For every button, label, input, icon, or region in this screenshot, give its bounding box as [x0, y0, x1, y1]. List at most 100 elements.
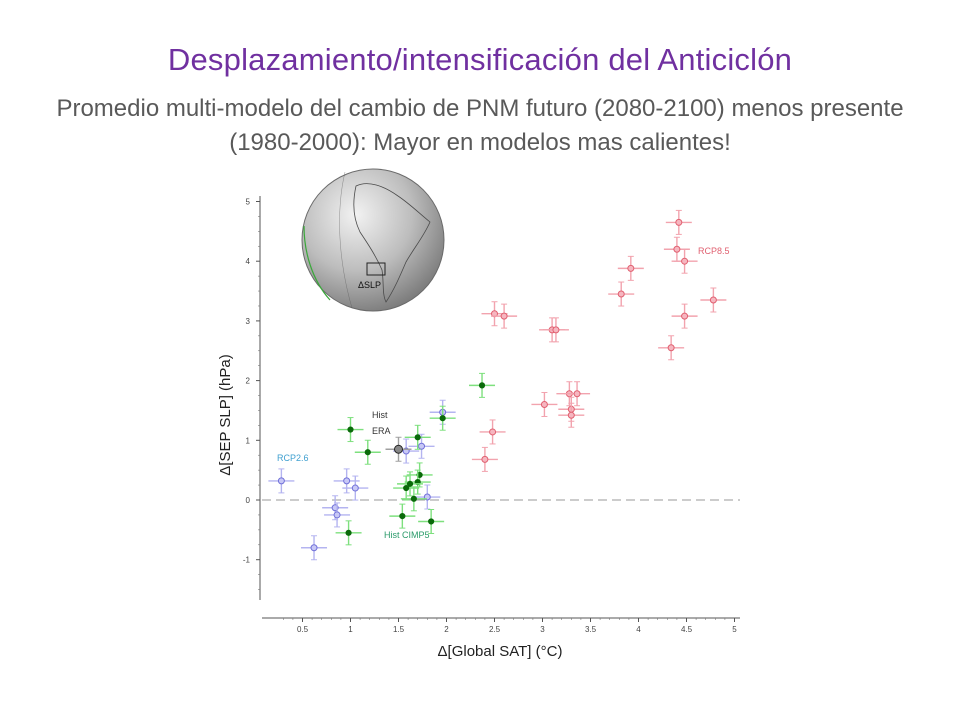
annotation-rcp26: RCP2.6 [277, 453, 309, 463]
slp-region-box [366, 262, 386, 276]
x-tick-label: 5 [732, 625, 737, 634]
x-axis-label: Δ[Global SAT] (°C) [438, 643, 563, 660]
point-marker [673, 245, 681, 253]
x-tick-label: 0.5 [297, 625, 309, 634]
y-axis: -1 0 1 2 3 4 5 [243, 196, 261, 600]
point-marker [343, 477, 351, 485]
slp-box-label: ΔSLP [358, 280, 381, 290]
point-marker [414, 434, 421, 441]
point-marker [540, 400, 548, 408]
coastline-west [303, 225, 331, 301]
point-hist-cimp5 [354, 439, 381, 465]
point-hist-cimp5 [404, 469, 431, 495]
point-marker [410, 495, 417, 502]
annotation-era: ERA [372, 426, 391, 436]
point-rcp8-5 [671, 303, 698, 329]
data-points [268, 209, 727, 561]
point-rcp8-5 [471, 446, 498, 472]
point-hist-cimp5 [393, 475, 420, 501]
point-marker [351, 484, 359, 492]
point-rcp8-5 [658, 335, 685, 361]
point-rcp8-5 [558, 402, 585, 428]
slide-subtitle: Promedio multi-modelo del cambio de PNM … [56, 95, 904, 156]
point-marker [394, 444, 403, 454]
point-hist-cimp5 [335, 520, 362, 546]
point-rcp2-6 [268, 468, 295, 494]
point-rcp8-5 [564, 381, 591, 407]
point-marker [399, 513, 406, 520]
point-rcp8-5 [481, 301, 508, 327]
point-rcp8-5 [700, 287, 727, 313]
point-marker [675, 218, 683, 226]
point-rcp8-5 [665, 209, 692, 235]
point-hist-cimp5 [469, 372, 496, 398]
point-marker [478, 382, 486, 389]
y-tick-label: 3 [246, 317, 251, 326]
point-hist-cimp5 [418, 508, 445, 534]
globe-sphere [301, 168, 445, 312]
y-tick-label: 0 [246, 496, 251, 505]
point-marker [347, 426, 354, 433]
y-tick-label: -1 [243, 556, 251, 565]
point-marker [489, 428, 497, 436]
point-marker [418, 442, 426, 450]
x-tick-label: 1 [348, 625, 353, 634]
point-marker [617, 290, 625, 298]
point-rcp8-5 [617, 255, 644, 281]
x-tick-label: 3.5 [585, 625, 597, 634]
point-marker [439, 415, 446, 422]
globe-meridian [339, 171, 353, 309]
point-hist-cimp5 [400, 486, 427, 512]
point-hist-cimp5 [389, 503, 416, 529]
point-marker [481, 455, 489, 463]
point-rcp8-5 [608, 281, 635, 307]
point-marker [345, 529, 352, 536]
point-marker [406, 480, 414, 487]
point-rcp8-5 [491, 303, 518, 329]
point-hist-cimp5 [429, 405, 456, 431]
annotation-rcp85: RCP8.5 [698, 246, 730, 256]
point-marker [428, 518, 435, 525]
point-hist-cimp5 [404, 424, 431, 450]
point-marker [709, 296, 717, 304]
y-tick-label: 5 [246, 198, 251, 207]
point-marker [310, 544, 318, 552]
y-tick-label: 2 [246, 377, 251, 386]
point-marker [681, 257, 689, 265]
globe-inset: ΔSLP [301, 168, 445, 312]
y-tick-label: 1 [246, 436, 251, 445]
x-tick-label: 2.5 [489, 625, 501, 634]
slide-title: Desplazamiento/intensificación del Antic… [167, 42, 793, 77]
point-marker [667, 344, 675, 352]
x-tick-label: 3 [540, 625, 545, 634]
x-tick-label: 2 [444, 625, 449, 634]
point-rcp2-6 [342, 475, 369, 501]
x-axis: 0.5 1 1.5 2 2.5 3 3.5 4 4.5 5 [262, 617, 740, 634]
point-marker [552, 326, 560, 334]
point-rcp8-5 [671, 248, 698, 274]
annotation-hist-cimp5: Hist CIMP5 [384, 530, 430, 540]
point-marker [573, 390, 581, 398]
point-marker [333, 511, 341, 519]
point-rcp8-5 [531, 391, 558, 417]
point-marker [403, 484, 410, 492]
point-rcp2-6 [324, 502, 351, 528]
point-hist-era [385, 436, 412, 462]
x-tick-label: 4 [636, 625, 641, 634]
south-america-outline [353, 183, 431, 303]
point-rcp8-5 [479, 419, 506, 445]
annotation-hist: Hist [372, 410, 388, 420]
y-axis-label: Δ[SEP SLP] (hPa) [217, 354, 234, 475]
x-tick-label: 4.5 [681, 625, 693, 634]
point-marker [627, 264, 635, 272]
point-marker [364, 449, 371, 456]
y-tick-label: 4 [246, 257, 251, 266]
point-hist-cimp5 [337, 417, 364, 443]
point-rcp8-5 [542, 317, 569, 343]
point-rcp2-6 [408, 433, 435, 459]
x-tick-label: 1.5 [393, 625, 405, 634]
point-marker [567, 411, 575, 419]
point-marker [277, 477, 285, 485]
point-rcp2-6 [301, 535, 328, 561]
